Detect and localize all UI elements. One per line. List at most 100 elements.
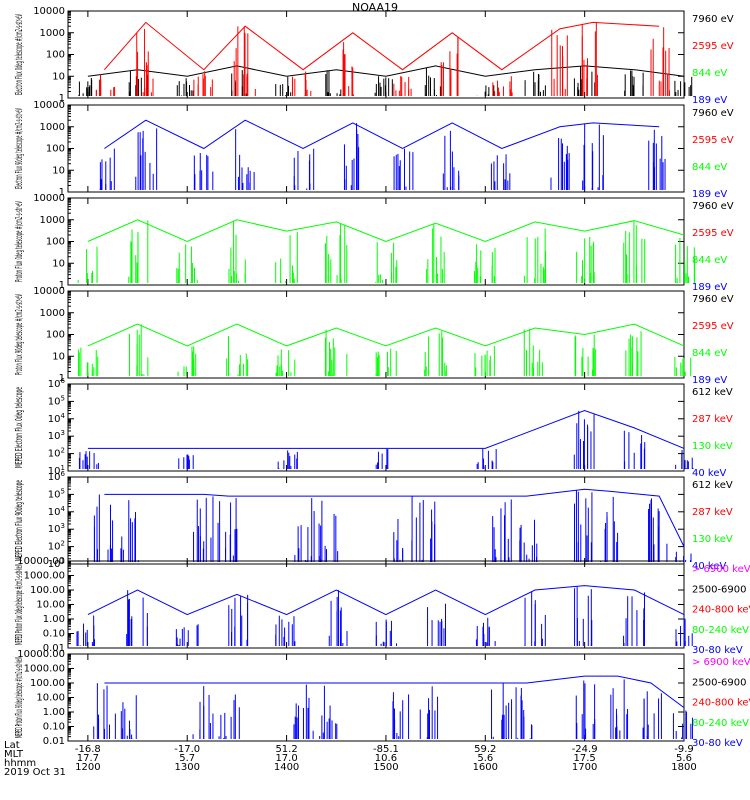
legend-entry: > 6900 keV xyxy=(692,564,750,575)
y-tick-label: 0.01 xyxy=(43,643,65,654)
y-tick-label: 100.00 xyxy=(30,585,65,596)
series-line xyxy=(87,65,685,77)
hhmm-tick-label: 1800 xyxy=(671,762,696,773)
legend-entry: 30-80 keV xyxy=(692,738,743,749)
y-axis-label: MEPED Proton Flux 0deg telescope #/cm2-s… xyxy=(14,564,25,645)
y-axis-label: Proton Flux 90deg telescope #/cm2-s-str-… xyxy=(14,294,25,375)
y-axis-label: MEPED Electron Flux 0deg telescope xyxy=(14,387,25,468)
legend-entry: 240-800 keV xyxy=(692,698,750,709)
lat-tick-label: 59.2 xyxy=(474,744,496,755)
mlt-tick-label: 17.7 xyxy=(77,753,99,764)
y-tick-label: 102 xyxy=(48,447,65,460)
y-tick-exponent: 2 xyxy=(61,540,65,548)
legend-entry: 130 keV xyxy=(692,534,733,545)
y-tick-label: 0.10 xyxy=(43,629,65,640)
y-tick-label: 100.00 xyxy=(30,678,65,689)
y-tick-label: 10 xyxy=(52,165,65,176)
y-tick-label: 10000 xyxy=(33,6,65,17)
lat-tick-label: 51.2 xyxy=(275,744,297,755)
legend-entry: 287 keV xyxy=(692,414,733,425)
row-label-mlt: MLT xyxy=(4,749,23,760)
y-tick-exponent: 1 xyxy=(61,464,65,472)
mlt-tick-label: 17.0 xyxy=(275,753,297,764)
mlt-tick-label: 17.5 xyxy=(574,753,596,764)
y-axis-label: MEPED Electron Flux 90deg telescope xyxy=(14,480,25,561)
hhmm-tick-label: 1700 xyxy=(572,762,597,773)
legend-entry: 287 keV xyxy=(692,507,733,518)
series-line xyxy=(87,323,685,347)
mlt-tick-label: 5.7 xyxy=(179,753,195,764)
y-tick-label: 102 xyxy=(48,540,65,553)
series-line xyxy=(87,585,685,616)
panel-1: 1 10 100 1000 10000 Electron Flux 0deg telesc… xyxy=(14,6,734,106)
row-label-hhmm: hhmm xyxy=(4,758,37,769)
lat-tick-label: -17.0 xyxy=(174,744,200,755)
bottom-axis-rows: Lat MLT hhmm 2019 Oct 31 xyxy=(4,740,66,778)
y-tick-label: 1000.00 xyxy=(24,664,65,675)
panel-4: 1 10 100 1000 10000 Proton Flux 90deg telesco… xyxy=(14,286,734,386)
y-tick-label: 105 xyxy=(48,394,65,407)
legend-entry: 80-240 keV xyxy=(692,625,749,636)
series-line xyxy=(87,409,685,449)
y-tick-label: 100 xyxy=(46,237,65,248)
mlt-tick-label: 10.6 xyxy=(375,753,397,764)
legend-entry: 844 eV xyxy=(692,162,727,173)
legend-entry: 2595 eV xyxy=(692,321,734,332)
panel-frame xyxy=(67,653,685,742)
panel-frame xyxy=(67,104,685,193)
series-line xyxy=(104,21,660,71)
legend-entry: 130 keV xyxy=(692,441,733,452)
y-tick-label: 0.10 xyxy=(43,722,65,733)
legend-entry: 80-240 keV xyxy=(692,718,749,729)
legend-entry: 844 eV xyxy=(692,348,727,359)
y-tick-label: 1000 xyxy=(40,122,65,133)
y-tick-exponent: 1 xyxy=(61,557,65,565)
legend-entry: 2500-6900 xyxy=(692,677,747,688)
y-tick-exponent: 6 xyxy=(61,377,66,385)
legend-entry: 189 eV xyxy=(692,375,727,386)
lat-tick-label: -16.8 xyxy=(75,744,101,755)
y-tick-exponent: 6 xyxy=(61,470,66,478)
panel-frame xyxy=(67,383,685,472)
y-tick-label: 1 xyxy=(59,187,65,198)
y-tick-label: 10000.00 xyxy=(17,556,65,567)
legend-entry: 240-800 keV xyxy=(692,605,750,616)
legend-entry: 2595 eV xyxy=(692,41,734,52)
y-tick-label: 0.01 xyxy=(43,736,65,747)
y-tick-label: 10 xyxy=(52,351,65,362)
y-tick-exponent: 2 xyxy=(61,447,65,455)
legend-entry: > 6900 keV xyxy=(692,657,750,668)
date-label: 2019 Oct 31 xyxy=(4,767,66,778)
y-tick-label: 10000 xyxy=(33,193,65,204)
y-axis-label: Electron Flux 90deg telescope #/cm2-s-st… xyxy=(14,108,25,189)
legend-entry: 7960 eV xyxy=(692,14,734,25)
y-tick-label: 10.00 xyxy=(36,600,65,611)
y-tick-label: 10 xyxy=(52,258,65,269)
y-tick-label: 106 xyxy=(48,377,66,390)
legend-entry: 844 eV xyxy=(692,255,727,266)
y-tick-exponent: 4 xyxy=(61,505,66,513)
y-tick-label: 103 xyxy=(48,522,65,535)
legend-entry: 2595 eV xyxy=(692,135,734,146)
y-tick-label: 105 xyxy=(48,487,65,500)
legend-entry: 612 keV xyxy=(692,387,733,398)
panel-8: 0.01 0.10 1.00 10.00 100.00 1000.00 10000.00ME… xyxy=(14,649,750,749)
hhmm-tick-label: 1500 xyxy=(373,762,398,773)
y-tick-label: 10000 xyxy=(33,286,65,297)
y-tick-label: 10000 xyxy=(33,100,65,111)
y-tick-label: 1 xyxy=(59,280,65,291)
lat-tick-label: -85.1 xyxy=(373,744,399,755)
y-tick-label: 10.00 xyxy=(36,693,65,704)
legend-entry: 189 eV xyxy=(692,95,727,106)
y-tick-label: 1000 xyxy=(40,308,65,319)
legend-entry: 40 keV xyxy=(692,561,726,572)
y-tick-label: 103 xyxy=(48,429,65,442)
y-tick-exponent: 5 xyxy=(61,394,65,402)
legend-entry: 2500-6900 xyxy=(692,584,747,595)
y-tick-label: 1000.00 xyxy=(24,571,65,582)
row-label-lat: Lat xyxy=(4,740,20,751)
y-tick-label: 1000 xyxy=(40,215,65,226)
y-tick-label: 1.00 xyxy=(43,614,65,625)
